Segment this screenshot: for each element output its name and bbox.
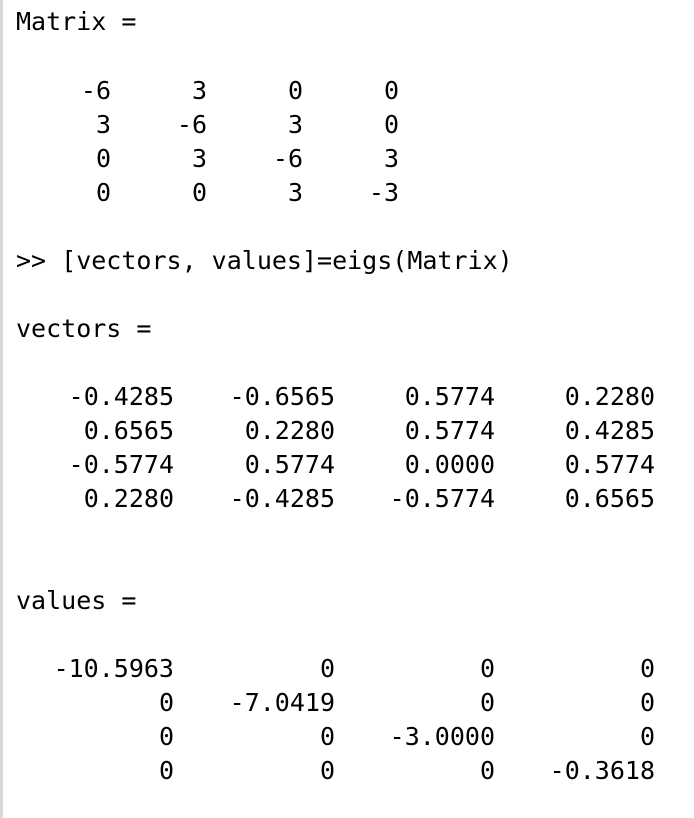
vectors-cell: 0.5774 bbox=[404, 416, 495, 445]
command-line: >> [vectors, values]=eigs(Matrix) bbox=[16, 246, 513, 275]
values-cell: -3.0000 bbox=[389, 722, 495, 751]
values-cell: 0 bbox=[319, 654, 335, 683]
values-cell: -0.3618 bbox=[549, 756, 655, 785]
vectors-row: 0.2280 -0.4285 -0.5774 0.6565 bbox=[0, 484, 694, 514]
vectors-cell: 0.2280 bbox=[244, 416, 335, 445]
values-cell: 0 bbox=[158, 722, 174, 751]
vectors-cell: 0.0000 bbox=[404, 450, 495, 479]
matrix-cell: -6 bbox=[176, 110, 207, 139]
vectors-cell: 0.5774 bbox=[564, 450, 655, 479]
matrix-row: 0 3 -6 3 bbox=[0, 144, 694, 174]
vectors-cell: -0.5774 bbox=[68, 450, 174, 479]
vectors-cell: -0.5774 bbox=[389, 484, 495, 513]
vectors-cell: -0.4285 bbox=[229, 484, 335, 513]
matrix-cell: 0 bbox=[191, 178, 207, 207]
values-row: 0 -7.0419 0 0 bbox=[0, 688, 694, 718]
values-row: 0 0 -3.0000 0 bbox=[0, 722, 694, 752]
matrix-cell: 0 bbox=[95, 144, 111, 173]
values-cell: 0 bbox=[639, 654, 655, 683]
matrix-cell: 0 bbox=[95, 178, 111, 207]
matrix-header: Matrix = bbox=[16, 7, 137, 36]
matrix-cell: 3 bbox=[191, 76, 207, 105]
values-cell: -10.5963 bbox=[53, 654, 174, 683]
values-cell: 0 bbox=[319, 722, 335, 751]
matrix-cell: 3 bbox=[287, 178, 303, 207]
vectors-cell: 0.4285 bbox=[564, 416, 655, 445]
vectors-cell: 0.5774 bbox=[244, 450, 335, 479]
matrix-cell: 3 bbox=[191, 144, 207, 173]
values-cell: -7.0419 bbox=[229, 688, 335, 717]
values-cell: 0 bbox=[158, 756, 174, 785]
matrix-cell: 0 bbox=[287, 76, 303, 105]
values-row: 0 0 0 -0.3618 bbox=[0, 756, 694, 786]
values-row: -10.5963 0 0 0 bbox=[0, 654, 694, 684]
values-cell: 0 bbox=[639, 688, 655, 717]
values-cell: 0 bbox=[479, 688, 495, 717]
matrix-cell: -6 bbox=[80, 76, 111, 105]
vectors-cell: 0.6565 bbox=[564, 484, 655, 513]
matrix-cell: -6 bbox=[272, 144, 303, 173]
vectors-row: -0.4285 -0.6565 0.5774 0.2280 bbox=[0, 382, 694, 412]
vectors-row: -0.5774 0.5774 0.0000 0.5774 bbox=[0, 450, 694, 480]
values-header: values = bbox=[16, 586, 137, 615]
vectors-header: vectors = bbox=[16, 314, 152, 343]
matrix-cell: -3 bbox=[368, 178, 399, 207]
values-cell: 0 bbox=[158, 688, 174, 717]
vectors-cell: 0.5774 bbox=[404, 382, 495, 411]
matrix-row: 3 -6 3 0 bbox=[0, 110, 694, 140]
values-cell: 0 bbox=[479, 654, 495, 683]
vectors-row: 0.6565 0.2280 0.5774 0.4285 bbox=[0, 416, 694, 446]
values-cell: 0 bbox=[639, 722, 655, 751]
vectors-cell: 0.6565 bbox=[83, 416, 174, 445]
matrix-cell: 0 bbox=[383, 110, 399, 139]
values-cell: 0 bbox=[319, 756, 335, 785]
matrix-cell: 0 bbox=[383, 76, 399, 105]
vectors-cell: -0.6565 bbox=[229, 382, 335, 411]
window-border bbox=[0, 0, 3, 818]
vectors-cell: 0.2280 bbox=[564, 382, 655, 411]
matrix-cell: 3 bbox=[383, 144, 399, 173]
matrix-row: 0 0 3 -3 bbox=[0, 178, 694, 208]
matrix-cell: 3 bbox=[95, 110, 111, 139]
values-cell: 0 bbox=[479, 756, 495, 785]
vectors-cell: 0.2280 bbox=[83, 484, 174, 513]
matrix-cell: 3 bbox=[287, 110, 303, 139]
vectors-cell: -0.4285 bbox=[68, 382, 174, 411]
matrix-row: -6 3 0 0 bbox=[0, 76, 694, 106]
